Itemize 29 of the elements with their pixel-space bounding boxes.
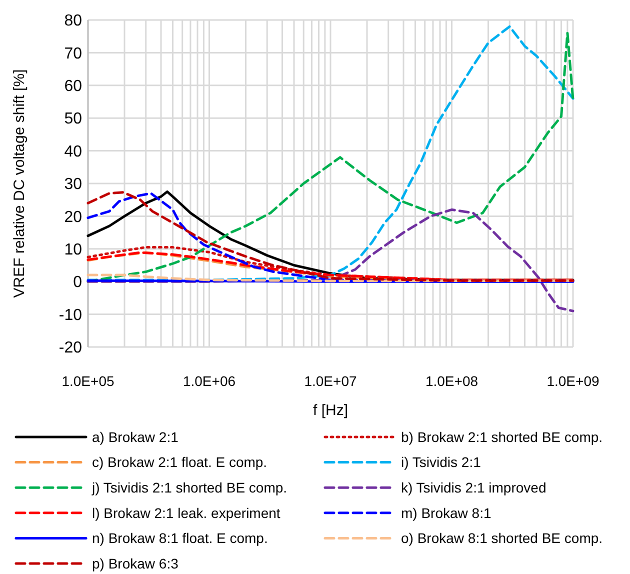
y-tick-label: 0 xyxy=(73,274,82,292)
x-tick-label: 1.0E+09 xyxy=(546,373,600,389)
y-tick-label: 80 xyxy=(64,12,82,30)
x-tick-label: 1.0E+05 xyxy=(62,373,114,389)
y-tick-label: 70 xyxy=(64,45,82,62)
x-tick-label: 1.0E+06 xyxy=(182,373,236,389)
y-tick-label: 60 xyxy=(64,78,82,95)
legend-label: o) Brokaw 8:1 shorted BE comp. xyxy=(401,530,603,546)
y-tick-label: -10 xyxy=(58,306,82,324)
y-tick-label: -20 xyxy=(58,340,82,357)
legend-label: n) Brokaw 8:1 float. E comp. xyxy=(92,530,268,546)
y-tick-label: 10 xyxy=(64,242,82,258)
legend-label: p) Brokaw 6:3 xyxy=(92,555,179,572)
y-tick-label: 20 xyxy=(64,208,82,226)
legend-label: a) Brokaw 2:1 xyxy=(92,428,179,445)
y-tick-label: 30 xyxy=(64,176,82,194)
legend-label: c) Brokaw 2:1 float. E comp. xyxy=(92,454,268,470)
legend-label: k) Tsividis 2:1 improved xyxy=(401,480,546,496)
legend-label: j) Tsividis 2:1 shorted BE comp. xyxy=(91,480,288,496)
y-tick-label: 50 xyxy=(64,110,82,128)
x-tick-label: 1.0E+08 xyxy=(425,373,478,389)
legend-label: m) Brokaw 8:1 xyxy=(401,504,492,521)
y-axis-title: VREF relative DC voltage shift [%] xyxy=(11,69,28,298)
x-axis-title: f [Hz] xyxy=(312,402,348,419)
y-tick-label: 40 xyxy=(64,143,82,160)
x-tick-label: 1.0E+07 xyxy=(304,373,357,389)
legend-label: i) Tsividis 2:1 xyxy=(401,454,482,470)
legend-label: l) Brokaw 2:1 leak. experiment xyxy=(92,504,280,521)
legend-label: b) Brokaw 2:1 shorted BE comp. xyxy=(401,428,603,445)
